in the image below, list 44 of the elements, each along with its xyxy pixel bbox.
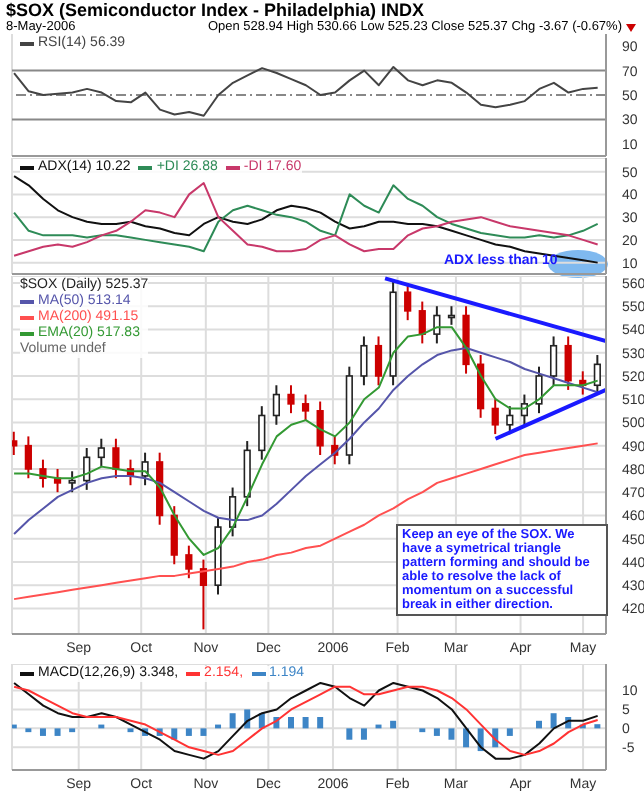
candlestick: [243, 440, 251, 508]
candlestick: [316, 400, 324, 456]
candlestick: [549, 335, 558, 387]
bar: [287, 717, 294, 729]
candlestick: [258, 405, 266, 461]
bar: [506, 728, 513, 736]
bar: [448, 728, 455, 740]
bar: [185, 728, 192, 736]
candlestick: [447, 305, 456, 326]
candlestick: [185, 544, 193, 580]
candlestick: [112, 437, 120, 480]
bar: [317, 717, 324, 729]
candlestick: [506, 405, 514, 436]
bar: [229, 713, 236, 729]
bar: [346, 728, 353, 740]
chart-title: $SOX (Semiconductor Index - Philadelphia) INDX: [6, 0, 425, 20]
candlestick: [418, 300, 426, 345]
candlestick: [404, 281, 412, 322]
bar: [200, 728, 207, 736]
candlestick: [170, 505, 178, 566]
bar: [360, 728, 367, 740]
bar: [536, 720, 543, 729]
bar: [390, 720, 397, 729]
line-series: [13, 442, 599, 601]
candlestick: [287, 384, 295, 415]
bar: [54, 728, 61, 736]
candlestick: [535, 365, 543, 415]
candlestick: [564, 335, 572, 391]
candlestick: [68, 470, 76, 494]
bar: [302, 717, 309, 729]
bar: [550, 713, 557, 729]
candlestick: [97, 437, 105, 468]
candlestick: [272, 384, 280, 426]
bar: [463, 728, 470, 748]
line-series: [13, 65, 599, 117]
candlestick: [141, 451, 149, 487]
candlestick: [301, 393, 310, 422]
candlestick: [24, 435, 32, 480]
candlestick: [491, 398, 499, 436]
candlestick: [360, 335, 368, 387]
candlestick: [12, 430, 18, 456]
bar: [39, 728, 46, 736]
candlestick: [374, 335, 383, 387]
bar: [433, 728, 440, 736]
